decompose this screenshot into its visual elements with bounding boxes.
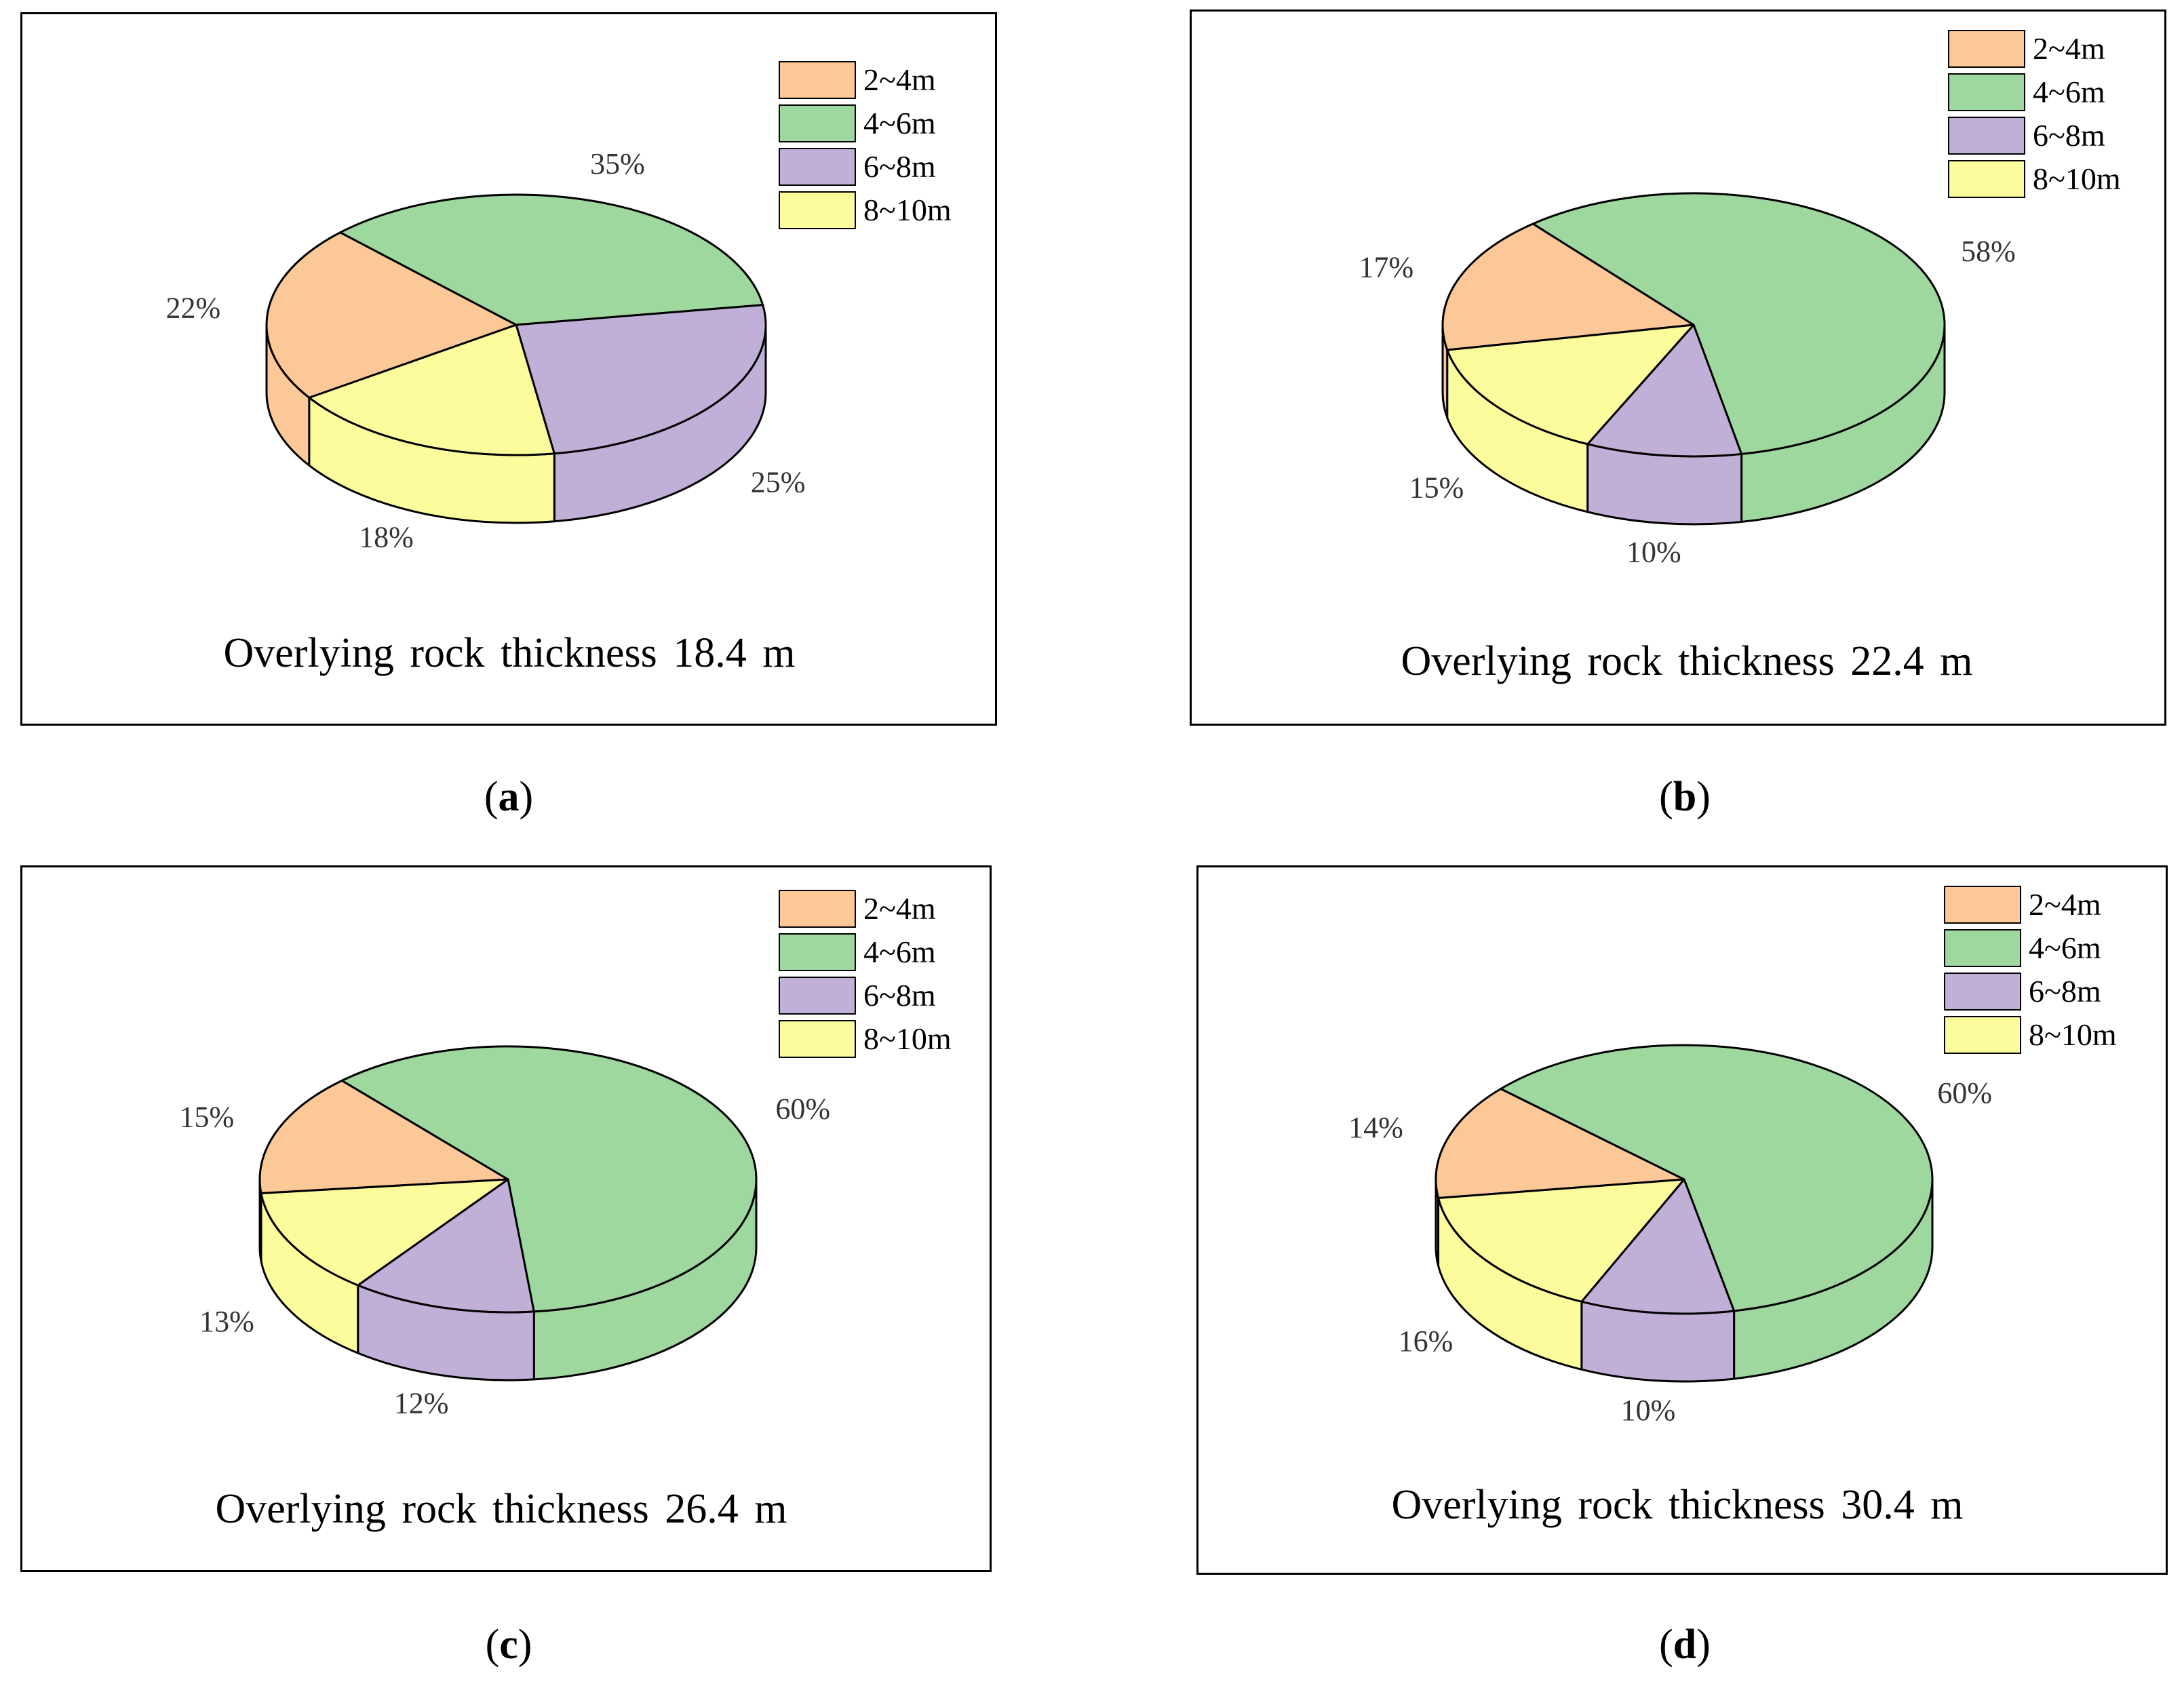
legend-label: 4~6m bbox=[863, 106, 936, 140]
legend-swatch bbox=[779, 61, 856, 99]
pie-slice-6~8m bbox=[515, 304, 767, 455]
data-label: 16% bbox=[1399, 1325, 1454, 1358]
pie-slice-8~10m bbox=[1437, 1178, 1685, 1303]
legend-swatch bbox=[1944, 1016, 2021, 1054]
chart-title: Overlying rock thickness 22.4 m bbox=[1401, 638, 1972, 684]
pie-slice-2~4m bbox=[265, 231, 518, 399]
data-label: 13% bbox=[199, 1305, 254, 1338]
legend-label: 2~4m bbox=[2029, 887, 2101, 922]
legend-label: 4~6m bbox=[2033, 75, 2105, 109]
caption-close: ) bbox=[1696, 1622, 1711, 1668]
caption-close: ) bbox=[519, 774, 534, 820]
legend-swatch bbox=[779, 977, 856, 1015]
caption-letter: c bbox=[499, 1622, 518, 1668]
pie-slice-2~4m bbox=[1441, 222, 1695, 351]
pie-slice-8~10m bbox=[1446, 324, 1695, 446]
data-label: 60% bbox=[775, 1092, 830, 1125]
pie-slice-6~8m bbox=[1580, 1178, 1736, 1315]
legend-label: 4~6m bbox=[863, 935, 936, 969]
legend-label: 2~4m bbox=[2033, 31, 2105, 66]
caption-close: ) bbox=[518, 1622, 532, 1668]
legend-swatch bbox=[1944, 886, 2021, 924]
pie-chart-b: 17% 58% 10% 15% 2~4m 4~6m 6~8m 8~10m Overlying r… bbox=[1359, 30, 2121, 684]
legend-swatch bbox=[779, 104, 856, 142]
caption-open: ( bbox=[484, 774, 499, 820]
pie-chart-d: 14% 60% 10% 16% 2~4m 4~6m 6~8m 8~10m Overlying r… bbox=[1348, 886, 2117, 1528]
data-label: 15% bbox=[1409, 471, 1464, 504]
data-label: 14% bbox=[1348, 1111, 1403, 1144]
legend-label: 8~10m bbox=[863, 1021, 952, 1056]
pie-slice-4~6m bbox=[1500, 1044, 1934, 1312]
panel-caption-d: (d) bbox=[1583, 1621, 1787, 1669]
pie-slice-6~8m bbox=[1586, 324, 1743, 458]
chart-title: Overlying rock thickness 26.4 m bbox=[215, 1486, 787, 1532]
panel-caption-b: (b) bbox=[1583, 773, 1787, 821]
legend-swatch bbox=[1948, 30, 2025, 68]
pie-chart-a: 22% 35% 25% 18% 2~4m 4~6m 6~8m 8~10m Overlying r… bbox=[166, 61, 952, 676]
pie-chart-c: 15% 60% 12% 13% 2~4m 4~6m 6~8m 8~10m Overlying r… bbox=[179, 890, 952, 1532]
pie-slice-4~6m bbox=[1532, 192, 1946, 455]
caption-open: ( bbox=[1659, 1622, 1673, 1668]
pie-slice-4~6m bbox=[340, 1045, 758, 1313]
caption-letter: d bbox=[1673, 1622, 1697, 1668]
chart-panel-a: 22% 35% 25% 18% 2~4m 4~6m 6~8m 8~10m Overlying r… bbox=[20, 12, 997, 726]
legend-swatch bbox=[779, 933, 856, 971]
pie-slice-2~4m bbox=[1435, 1087, 1685, 1200]
caption-letter: a bbox=[498, 774, 520, 820]
caption-open: ( bbox=[1659, 774, 1673, 820]
chart-panel-c: 15% 60% 12% 13% 2~4m 4~6m 6~8m 8~10m Overlying r… bbox=[20, 865, 992, 1572]
panel-caption-c: (c) bbox=[407, 1621, 610, 1669]
legend-swatch bbox=[779, 191, 856, 229]
legend-swatch bbox=[779, 148, 856, 186]
caption-open: ( bbox=[485, 1622, 500, 1668]
data-label: 35% bbox=[590, 147, 645, 180]
legend-label: 6~8m bbox=[863, 149, 936, 184]
panel-caption-a: (a) bbox=[407, 773, 610, 821]
legend-swatch bbox=[1948, 73, 2025, 111]
data-label: 10% bbox=[1626, 535, 1681, 568]
data-label: 25% bbox=[751, 465, 806, 498]
data-label: 58% bbox=[1961, 235, 2016, 268]
legend-swatch bbox=[1944, 929, 2021, 967]
chart-title: Overlying rock thickness 30.4 m bbox=[1391, 1482, 1963, 1528]
legend-swatch bbox=[1948, 160, 2025, 198]
data-label: 15% bbox=[179, 1101, 234, 1134]
data-label: 17% bbox=[1359, 250, 1414, 283]
legend-swatch bbox=[779, 890, 856, 928]
legend-label: 6~8m bbox=[2033, 118, 2105, 153]
pie-slice-8~10m bbox=[260, 1178, 509, 1287]
caption-letter: b bbox=[1673, 774, 1697, 820]
data-label: 60% bbox=[1937, 1076, 1992, 1110]
legend-label: 4~6m bbox=[2029, 930, 2101, 965]
data-label: 10% bbox=[1621, 1394, 1676, 1427]
data-label: 22% bbox=[166, 292, 221, 325]
legend-label: 6~8m bbox=[2029, 974, 2101, 1008]
chart-title: Overlying rock thickness 18.4 m bbox=[223, 630, 795, 676]
legend-label: 8~10m bbox=[863, 193, 952, 227]
legend-swatch bbox=[779, 1020, 856, 1058]
legend-label: 8~10m bbox=[2029, 1017, 2117, 1052]
legend-swatch bbox=[1948, 117, 2025, 155]
legend-label: 8~10m bbox=[2033, 161, 2121, 196]
legend-label: 6~8m bbox=[863, 978, 936, 1013]
pie-slice-2~4m bbox=[258, 1079, 509, 1194]
pie-slice-8~10m bbox=[308, 324, 555, 456]
legend-swatch bbox=[1944, 973, 2021, 1011]
legend-label: 2~4m bbox=[863, 891, 936, 926]
chart-panel-b: 17% 58% 10% 15% 2~4m 4~6m 6~8m 8~10m Overlying r… bbox=[1190, 9, 2166, 726]
legend-label: 2~4m bbox=[863, 62, 936, 97]
data-label: 18% bbox=[359, 521, 414, 554]
pie-slice-6~8m bbox=[357, 1178, 535, 1314]
caption-close: ) bbox=[1696, 774, 1711, 820]
pie-slice-4~6m bbox=[339, 193, 764, 326]
data-label: 12% bbox=[394, 1386, 449, 1419]
chart-panel-d: 14% 60% 10% 16% 2~4m 4~6m 6~8m 8~10m Overlying r… bbox=[1196, 865, 2168, 1575]
